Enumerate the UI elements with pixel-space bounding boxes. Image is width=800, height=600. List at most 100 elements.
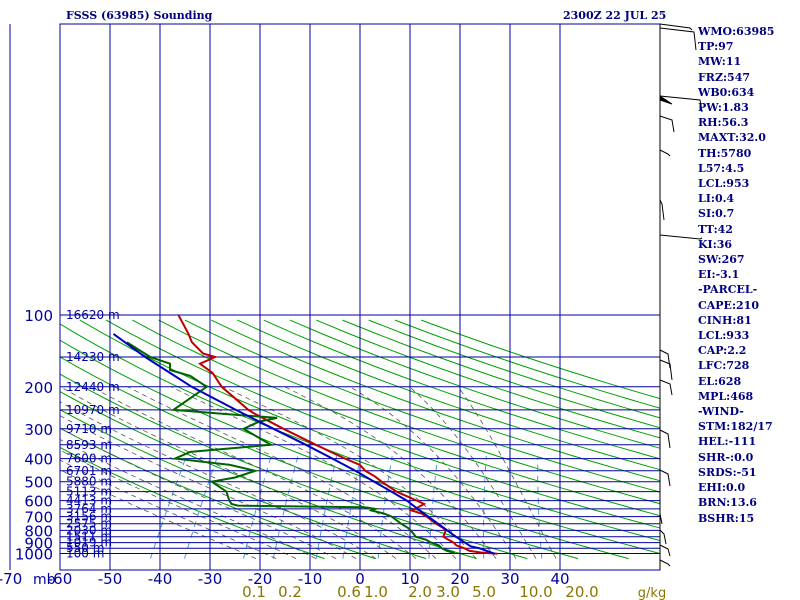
chart-time: 2300Z 22 JUL 25 [563,9,667,22]
wind-barb [659,115,675,133]
height-label: 12440 m [66,380,120,394]
wind-barb [659,544,671,557]
dry-adiabat-line [316,319,660,439]
mixing-ratio-labels: 0.1 0.2 0.6 1.0 2.0 3.0 5.0 10.0 20.0 g/kg [242,583,666,600]
height-label: 8593 m [66,438,112,452]
height-label: 9710 m [66,422,112,436]
height-label: 4413 m [66,494,112,508]
stat-item: CINH:81 [698,313,752,327]
dry-adiabat-line [60,339,629,560]
mixing-ratio-label: 20.0 [565,583,598,600]
stat-item: L57:4.5 [698,161,745,175]
dry-adiabat-line [60,446,325,560]
dry-adiabat-line [263,319,660,460]
pressure-tick-label: 500 [24,474,53,492]
height-label: 1019 m [66,536,112,550]
dry-adiabat-line [184,319,660,493]
height-label: 5880 m [66,475,112,489]
dry-adiabat-line [342,319,660,429]
stat-item: STM:182/17 [698,420,773,434]
temperature-tick-label: -40 [148,570,173,588]
height-label: 2030 m [66,523,112,537]
stat-item: BRN:13.6 [698,496,757,510]
pressure-tick-label: 400 [24,451,53,469]
height-label: 6701 m [66,464,112,478]
temperature-tick-label: 40 [550,570,569,588]
chart-title: FSSS (63985) Sounding [66,9,213,22]
stat-item: WB0:634 [698,85,755,99]
wind-barb [659,559,671,567]
pressure-tick-label: 900 [24,535,53,553]
moist-adiabat-line [60,449,297,559]
mixing-ratio-line [149,455,187,559]
pressure-tick-label: 600 [24,493,53,511]
sounding-traces [112,314,498,555]
moist-adiabat-line [60,438,317,559]
dry-adiabat-line [158,319,660,505]
moist-adiabat-line [60,469,257,559]
stat-item: KI:36 [698,237,733,251]
temperature-tick-label: -60 [48,570,73,588]
wind-barb [659,379,673,396]
moist-adiabat-line [60,401,377,559]
stat-item: EHI:0.0 [698,481,746,495]
stat-item: MAXT:32.0 [698,131,766,145]
moist-adiabat-line [284,386,497,559]
height-label: 14230 m [66,350,120,364]
stat-item: LCL:933 [698,329,750,343]
dry-adiabat-line [60,373,528,560]
stat-item: CAPE:210 [698,298,759,312]
mixing-ratio-line [377,455,393,559]
mixing-ratio-label: 2.0 [408,583,432,600]
wind-barb [659,469,671,487]
height-label: 2575 m [66,517,112,531]
dry-adiabat-line [368,319,660,419]
moist-adiabat-line [60,415,357,559]
temperature-tick-label: 0 [355,570,365,588]
wind-barb [659,429,671,449]
dry-adiabat-line [210,319,660,482]
wind-barb [659,149,671,157]
stat-item: LI:0.4 [698,192,735,206]
series-temperature-line [177,314,498,555]
wind-barb [659,529,667,545]
moist-adiabat-line [60,459,277,559]
moist-adiabat-line [127,386,437,559]
stat-item: HEL:-111 [698,435,757,449]
temperature-tick-label: -50 [98,570,123,588]
moist-adiabat-line [349,386,517,559]
dry-adiabat-line [237,319,660,471]
stat-item: SRDS:-51 [698,465,757,479]
temperature-tick-label: -30 [198,570,223,588]
dry-adiabat-line [289,319,660,449]
stat-item: RH:56.3 [698,116,749,130]
moist-adiabat-line [60,386,397,559]
stat-item: PW:1.83 [698,101,749,115]
stat-item: FRZ:547 [698,70,751,84]
stat-item: -PARCEL- [698,283,758,297]
stat-item: EL:628 [698,374,742,388]
stat-item: CAP:2.2 [698,344,747,358]
moist-adiabat-line [60,427,337,559]
moist-adiabat-line [171,386,457,559]
series-dewpoint-line [126,341,456,555]
pressure-tick-label: 700 [24,509,53,527]
wind-barb [659,359,673,381]
stat-item: SI:0.7 [698,207,735,221]
grid-lines [9,23,661,571]
series-parcel-line [112,333,496,555]
wind-barbs [659,23,703,570]
stat-item: TT:42 [698,222,733,236]
temperature-tick-label: -20 [248,570,273,588]
dry-adiabat-line [60,356,579,560]
mixing-ratio-label: 3.0 [436,583,460,600]
mixing-ratio-label: 0.1 [242,583,266,600]
dry-adiabat-line [79,319,660,542]
temperature-tick-label: 30 [500,570,519,588]
height-label: 10970 m [66,403,120,417]
height-label: 1511 m [66,530,112,544]
mixing-ratio-label: 5.0 [472,583,496,600]
moist-adiabat-line [91,386,417,559]
